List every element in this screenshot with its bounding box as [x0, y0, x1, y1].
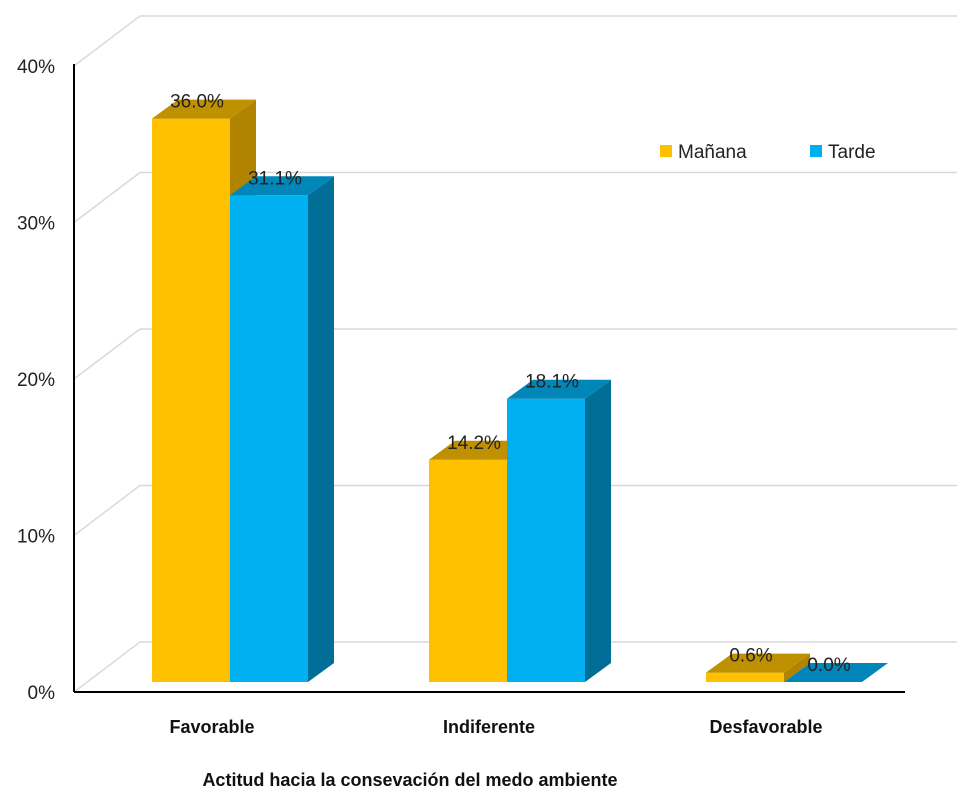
legend-label: Tarde [828, 142, 876, 163]
legend: Mañana Tarde [660, 142, 876, 163]
gridline-diagonal [73, 328, 141, 380]
gridline-diagonal [73, 641, 141, 693]
data-label: 31.1% [248, 168, 302, 189]
data-label: 0.6% [729, 646, 772, 667]
bar-top [507, 379, 611, 399]
y-tick-label: 10% [17, 527, 55, 548]
legend-label: Mañana [678, 142, 747, 163]
category-label: Indiferente [443, 717, 535, 737]
x-axis-title: Actitud hacia la consevación del medo am… [202, 770, 617, 790]
category-label: Favorable [169, 717, 254, 737]
bar-side [308, 176, 334, 682]
bar-front [706, 672, 784, 682]
y-tick-labels: 0% 10% 20% 30% 40% [17, 57, 55, 704]
bar-side [784, 653, 810, 682]
bars [152, 99, 888, 683]
category-label: Desfavorable [709, 717, 822, 737]
data-labels: 36.0% 31.1% 14.2% 18.1% 0.6% 0.0% [170, 92, 851, 676]
bar-front [429, 459, 507, 682]
gridline-diagonal [73, 484, 141, 537]
bar-side [585, 379, 611, 682]
y-tick-label: 20% [17, 370, 55, 391]
bar-top [230, 176, 334, 196]
bar-top [706, 653, 810, 673]
data-label: 14.2% [447, 433, 501, 454]
gridline-diagonal [73, 15, 141, 67]
bar-top [152, 99, 256, 119]
data-label: 18.1% [525, 372, 579, 393]
data-label: 36.0% [170, 92, 224, 113]
y-tick-label: 40% [17, 57, 55, 78]
legend-swatch [660, 145, 672, 157]
gridline-diagonal [73, 171, 141, 224]
category-labels: Favorable Indiferente Desfavorable [169, 717, 822, 737]
bar-top [784, 663, 888, 682]
y-tick-label: 0% [28, 683, 56, 704]
legend-swatch [810, 145, 822, 157]
bar-front [152, 118, 230, 683]
axes [73, 64, 905, 693]
bar-front [230, 195, 308, 682]
y-tick-label: 30% [17, 214, 55, 235]
data-label: 0.0% [807, 655, 850, 676]
bar-front [507, 398, 585, 682]
